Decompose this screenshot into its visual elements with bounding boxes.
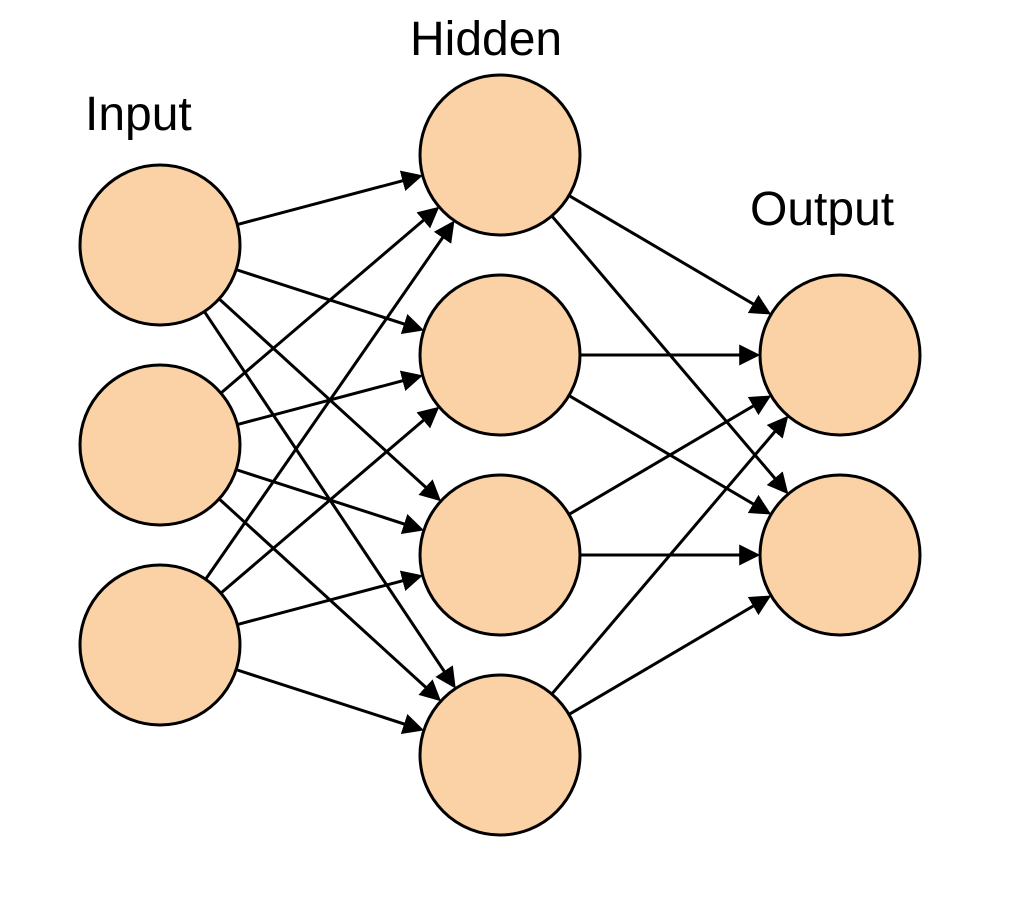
hidden-node: [420, 275, 580, 435]
hidden-node: [420, 475, 580, 635]
hidden-label: Hidden: [410, 13, 562, 66]
input-node: [80, 165, 240, 325]
output-label: Output: [750, 183, 894, 236]
hidden-node: [420, 675, 580, 835]
neural-network-diagram: Input Hidden Output: [0, 0, 1024, 914]
input-node: [80, 365, 240, 525]
output-node: [760, 475, 920, 635]
output-node: [760, 275, 920, 435]
input-label: Input: [85, 88, 192, 141]
input-node: [80, 565, 240, 725]
hidden-node: [420, 75, 580, 235]
